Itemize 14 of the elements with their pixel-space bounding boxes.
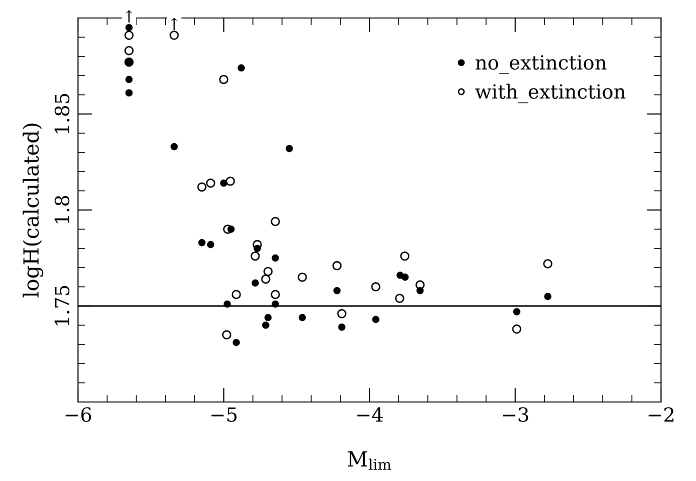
x-axis-title: M$_{lim}$: [348, 451, 392, 470]
annotation: ↑: [126, 10, 132, 22]
x-tick-label: −5: [211, 407, 237, 422]
y-tick-label: 1.85: [54, 94, 70, 134]
y-tick-label: 1.75: [54, 286, 70, 326]
legend-label: no_extinction: [476, 55, 606, 74]
annotation: ↑: [170, 18, 178, 30]
legend-label: with_extinction: [475, 84, 626, 104]
x-tick-label: −2: [648, 407, 674, 422]
x-tick-label: −3: [502, 407, 528, 422]
y-tick-label: 1.8: [54, 196, 70, 224]
x-tick-label: −6: [66, 407, 92, 422]
y-axis-title: logH(calculated): [22, 124, 44, 298]
x-tick-label: −4: [357, 407, 383, 422]
